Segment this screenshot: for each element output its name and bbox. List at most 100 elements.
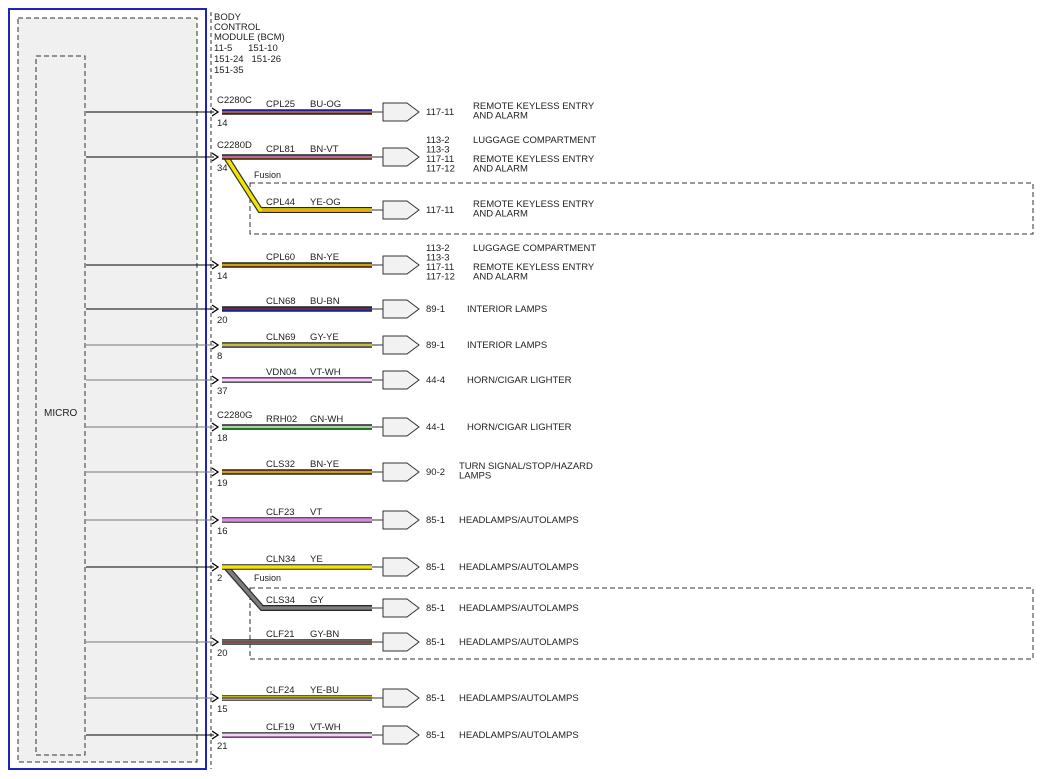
destination-description: INTERIOR LAMPS <box>467 304 547 315</box>
destination-description: HEADLAMPS/AUTOLAMPS <box>459 693 579 704</box>
connector-pin-icon <box>211 152 220 162</box>
connector-id: C2280G <box>217 410 252 421</box>
circuit-row: VDN04 VT-WH 37 44-4 HORN/CIGAR LIGHTER <box>86 367 572 397</box>
destination-connector-icon <box>382 335 420 355</box>
circuit-row: CLF24 YE-BU 15 85-1 HEADLAMPS/AUTOLAMPS <box>86 685 579 715</box>
pin-number: 14 <box>217 118 228 129</box>
wire-color-code: GY <box>310 595 324 606</box>
pin-number: 2 <box>217 573 222 584</box>
page-reference: 85-1 <box>426 562 445 573</box>
destination-description: INTERIOR LAMPS <box>467 340 547 351</box>
pin-number: 8 <box>217 351 222 362</box>
destination-description: REMOTE KEYLESS ENTRY <box>473 199 595 210</box>
circuit-id: CLN68 <box>266 296 296 307</box>
circuit-row: CLS34 GY 85-1 HEADLAMPS/AUTOLAMPS <box>262 595 579 618</box>
wire-color-code: VT <box>310 507 322 518</box>
wire-color-code: GN-WH <box>310 414 343 425</box>
micro-block <box>35 55 86 756</box>
module-ref-line: 11-5 151-10 <box>214 43 278 54</box>
pin-number: 21 <box>217 741 228 752</box>
circuit-row: CLF21 GY-BN 20 85-1 HEADLAMPS/AUTOLAMPS <box>86 629 579 659</box>
destination-description: REMOTE KEYLESS ENTRY <box>473 101 595 112</box>
connector-pin-icon <box>211 340 220 350</box>
destination-connector-icon <box>382 688 420 708</box>
circuit-list: C2280C CPL25 BU-OG 14 117-11 REMOTE KEYLESS E… <box>86 95 596 752</box>
destination-connector-icon <box>382 102 420 122</box>
destination-description: HORN/CIGAR LIGHTER <box>467 422 572 433</box>
wire-color-code: BN-YE <box>310 459 339 470</box>
pin-number: 20 <box>217 315 228 326</box>
pin-number: 34 <box>217 163 228 174</box>
connector-id: C2280C <box>217 95 252 106</box>
wire-color-code: YE <box>310 554 323 565</box>
circuit-id: CLN69 <box>266 332 296 343</box>
page-reference: 113-3 <box>426 253 450 264</box>
circuit-row: C2280C CPL25 BU-OG 14 117-11 REMOTE KEYLESS E… <box>86 95 595 129</box>
circuit-id: CLF21 <box>266 629 295 640</box>
circuit-id: RRH02 <box>266 414 297 425</box>
circuit-row: CPL44 YE-OG 117-11 REMOTE KEYLESS ENTRYAND … <box>262 197 595 220</box>
page-reference: 85-1 <box>426 693 445 704</box>
destination-description: REMOTE KEYLESS ENTRY <box>473 154 595 165</box>
circuit-id: CLF19 <box>266 722 295 733</box>
circuit-id: CLF23 <box>266 507 295 518</box>
page-reference: 89-1 <box>426 304 445 315</box>
connector-pin-icon <box>211 693 220 703</box>
circuit-row: CLN68 BU-BN 20 89-1 INTERIOR LAMPS <box>86 296 547 326</box>
wire-color-code: BU-OG <box>310 99 341 110</box>
destination-description: HEADLAMPS/AUTOLAMPS <box>459 515 579 526</box>
destination-description: LUGGAGE COMPARTMENT <box>473 135 596 146</box>
wire-color-code: BN-YE <box>310 252 339 263</box>
circuit-row: CLN34 YE 2 85-1 HEADLAMPS/AUTOLAMPS <box>86 554 579 584</box>
pin-number: 18 <box>217 433 228 444</box>
wire-color-code: GY-YE <box>310 332 339 343</box>
destination-description: LUGGAGE COMPARTMENT <box>473 243 596 254</box>
circuit-row: CLS32 BN-YE 19 90-2 TURN SIGNAL/STOP/HAZARDL… <box>86 459 593 489</box>
module-ref-line: 151-35 <box>214 65 244 76</box>
circuit-id: CLN34 <box>266 554 296 565</box>
page-reference: 117-11 <box>426 154 454 165</box>
circuit-row: CLF23 VT 16 85-1 HEADLAMPS/AUTOLAMPS <box>86 507 579 537</box>
destination-connector-icon <box>382 147 420 167</box>
connector-pin-icon <box>211 730 220 740</box>
module-body <box>17 17 198 763</box>
pin-number: 14 <box>217 271 228 282</box>
page-reference: 117-11 <box>426 262 454 273</box>
circuit-id: CLS34 <box>266 595 295 606</box>
destination-description: TURN SIGNAL/STOP/HAZARD <box>459 461 593 472</box>
connector-pin-icon <box>211 107 220 117</box>
pin-number: 15 <box>217 704 228 715</box>
destination-connector-icon <box>382 255 420 275</box>
destination-description: AND ALARM <box>473 209 528 220</box>
destination-connector-icon <box>382 510 420 530</box>
destination-description: HORN/CIGAR LIGHTER <box>467 375 572 386</box>
splice-group-box <box>249 182 1034 235</box>
wire-color-code: YE-OG <box>310 197 341 208</box>
connector-pin-icon <box>211 467 220 477</box>
destination-connector-icon <box>382 598 420 618</box>
destination-connector-icon <box>382 370 420 390</box>
fusion-label: Fusion <box>254 573 281 583</box>
destination-connector-icon <box>382 200 420 220</box>
page-reference: 44-4 <box>426 375 445 386</box>
connector-id: C2280D <box>217 140 252 151</box>
fusion-label: Fusion <box>254 170 281 180</box>
page-reference: 44-1 <box>426 422 445 433</box>
pin-number: 37 <box>217 386 228 397</box>
connector-pin-icon <box>211 260 220 270</box>
destination-connector-icon <box>382 725 420 745</box>
wire-color-code: VT-WH <box>310 722 341 733</box>
circuit-row: C2280D CPL81 BN-VT 34 113-2113-3117-11117-12… <box>86 135 596 175</box>
page-reference: 113-3 <box>426 145 450 156</box>
page-reference: 85-1 <box>426 637 445 648</box>
destination-connector-icon <box>382 299 420 319</box>
destination-description: HEADLAMPS/AUTOLAMPS <box>459 730 579 741</box>
circuit-id: CPL25 <box>266 99 295 110</box>
wire-color-code: GY-BN <box>310 629 339 640</box>
destination-description: LAMPS <box>459 471 491 482</box>
connector-pin-icon <box>211 515 220 525</box>
page-reference: 117-12 <box>426 164 455 175</box>
page-reference: 117-11 <box>426 107 454 118</box>
